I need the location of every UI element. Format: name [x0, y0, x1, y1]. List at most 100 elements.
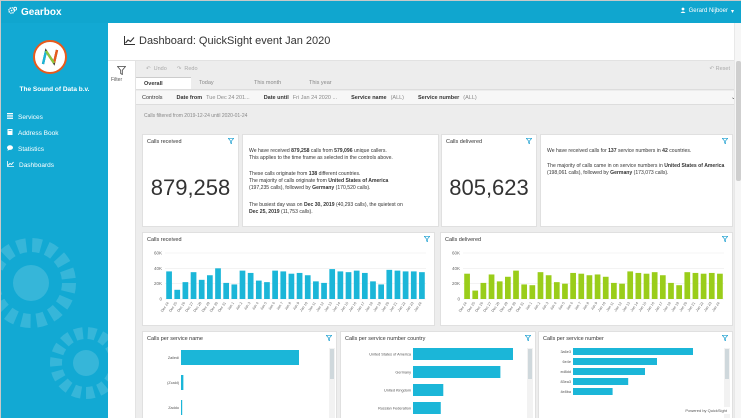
filter-icon[interactable]	[326, 335, 332, 341]
filter-icon[interactable]	[722, 236, 728, 242]
narrative-paragraph-1: We have received calls for 137 service n…	[547, 148, 692, 154]
sidebar-item-label: Services	[18, 113, 43, 121]
bar	[611, 282, 617, 299]
x-tick-label: Jan 10	[597, 301, 606, 312]
date-until-control[interactable]: Date until Fri Jan 24 2020 ...	[264, 95, 337, 101]
category-label: United Kingdom	[384, 389, 411, 393]
x-tick-label: Jan 15	[638, 301, 647, 312]
sidebar-item-statistics[interactable]: Statistics	[1, 141, 108, 157]
chart-card-received[interactable]: Calls received 60K 40K 20K 0 Dec 24 Dec 25 Dec…	[142, 232, 435, 326]
user-menu[interactable]: Gerard Nijboer ▾	[680, 7, 734, 15]
bar	[464, 273, 470, 299]
reset-icon: ↶	[709, 66, 715, 72]
bar	[505, 276, 511, 299]
gears-icon	[8, 6, 18, 18]
bar	[708, 272, 715, 299]
bar	[198, 279, 205, 299]
bar	[402, 271, 409, 299]
redo-button[interactable]: ↷ Redo	[177, 66, 198, 72]
x-tick-label: Jan 21	[389, 301, 398, 312]
redo-icon: ↷	[176, 66, 182, 72]
x-tick-label: Jan 22	[695, 301, 704, 312]
chart-card-delivered[interactable]: Calls delivered 60K 40K 20K 0 Dec 24 Dec 25 De…	[440, 232, 733, 326]
bar	[378, 284, 384, 299]
sidebar-item-label: Statistics	[18, 145, 45, 153]
bar	[345, 272, 352, 299]
gears-watermark-icon	[1, 238, 108, 399]
x-tick-label: Dec 30	[507, 301, 517, 313]
x-tick-label: Jan 11	[307, 301, 316, 312]
sidebar-item-services[interactable]: Services	[1, 109, 108, 125]
chart-title: Calls per service name	[147, 336, 203, 342]
undo-button[interactable]: ↶ Undo	[146, 66, 167, 72]
user-icon	[680, 7, 686, 15]
chart-card-service-number[interactable]: Calls per service number 3a6e3 6e4e ed8dd 8…	[538, 331, 733, 418]
caret-down-icon: ▾	[730, 8, 734, 15]
chart-scrollbar-thumb	[330, 349, 334, 379]
tab-overall[interactable]: Overall	[136, 77, 191, 89]
page-title: Dashboard: QuickSight event Jan 2020	[139, 35, 331, 47]
sidebar-item-dashboards[interactable]: Dashboards	[1, 157, 108, 173]
bar	[321, 282, 327, 299]
bar	[570, 272, 576, 299]
bar	[207, 275, 213, 299]
service-number-control[interactable]: Service number (ALL)	[418, 95, 477, 101]
bar	[578, 273, 585, 299]
x-tick-label: Jan 14	[332, 301, 341, 312]
x-tick-label: Jan 7	[276, 301, 284, 311]
chart-line-icon	[7, 161, 14, 169]
x-tick-label: Dec 29	[499, 301, 509, 313]
x-tick-label: Jan 12	[315, 301, 324, 312]
filter-icon[interactable]	[722, 335, 728, 341]
sheet-tabs: Overall Today This month This year	[136, 77, 741, 90]
x-tick-label: Dec 26	[176, 301, 186, 313]
date-from-value: Tue Dec 24 201...	[206, 94, 250, 101]
page-header: Dashboard: QuickSight event Jan 2020	[108, 23, 741, 61]
tab-today[interactable]: Today	[199, 80, 214, 86]
chat-icon	[7, 145, 13, 153]
bar	[296, 272, 303, 299]
controls-bar: Controls Date from Tue Dec 24 201... Date…	[136, 91, 741, 105]
kpi-card-delivered[interactable]: Calls delivered 805,623	[441, 134, 537, 227]
tab-this-year[interactable]: This year	[309, 80, 332, 86]
category-label: Zaddo	[168, 406, 179, 410]
x-tick-label: Jan 11	[605, 301, 614, 312]
filter-icon[interactable]	[722, 138, 728, 144]
filter-icon[interactable]	[228, 138, 234, 144]
sidebar-item-address-book[interactable]: Address Book	[1, 125, 108, 141]
bar	[419, 272, 425, 299]
kpi-card-received[interactable]: Calls received 879,258	[142, 134, 239, 227]
chart-card-service-name[interactable]: Calls per service name Zailedi (Zcald) Zad…	[142, 331, 337, 418]
reset-button[interactable]: ↶ Reset	[709, 66, 730, 72]
x-tick-label: Jan 23	[405, 301, 414, 312]
x-tick-label: Jan 9	[590, 301, 598, 311]
x-tick-label: Jan 5	[557, 301, 565, 311]
x-tick-label: Dec 31	[217, 301, 227, 313]
chevron-down-icon[interactable]: ⌄	[731, 94, 736, 101]
bar	[413, 366, 501, 378]
date-from-control[interactable]: Date from Tue Dec 24 201...	[176, 95, 249, 101]
x-tick-label: Jan 4	[549, 301, 557, 311]
y-tick-label: 40K	[154, 266, 162, 271]
tab-this-month[interactable]: This month	[254, 80, 282, 86]
filter-icon[interactable]	[525, 335, 531, 341]
bar	[651, 272, 658, 299]
filter-icon[interactable]	[526, 138, 532, 144]
scrollbar-thumb[interactable]	[736, 61, 741, 181]
x-tick-label: Jan 13	[324, 301, 333, 312]
chart-card-service-country[interactable]: Calls per service number country United …	[340, 331, 536, 418]
filter-icon[interactable]	[117, 66, 126, 75]
x-tick-label: Jan 8	[582, 301, 590, 311]
org-name: The Sound of Data b.v.	[19, 86, 90, 93]
brand[interactable]: Gearbox	[1, 6, 62, 18]
kpi-value: 805,623	[449, 175, 529, 200]
list-icon	[7, 113, 13, 121]
filter-icon[interactable]	[424, 236, 430, 242]
page-scrollbar[interactable]	[734, 23, 741, 418]
category-label: (Zcald)	[167, 381, 180, 385]
chart-scrollbar-thumb	[528, 349, 532, 379]
chart-title: Calls per service number	[543, 336, 604, 342]
service-name-control[interactable]: Service name (ALL)	[351, 95, 404, 101]
x-tick-label: Jan 24	[413, 301, 422, 312]
hbar-chart-service-number: 3a6e3 6e4e ed8dd 83ea3 4e8ba	[560, 348, 730, 418]
